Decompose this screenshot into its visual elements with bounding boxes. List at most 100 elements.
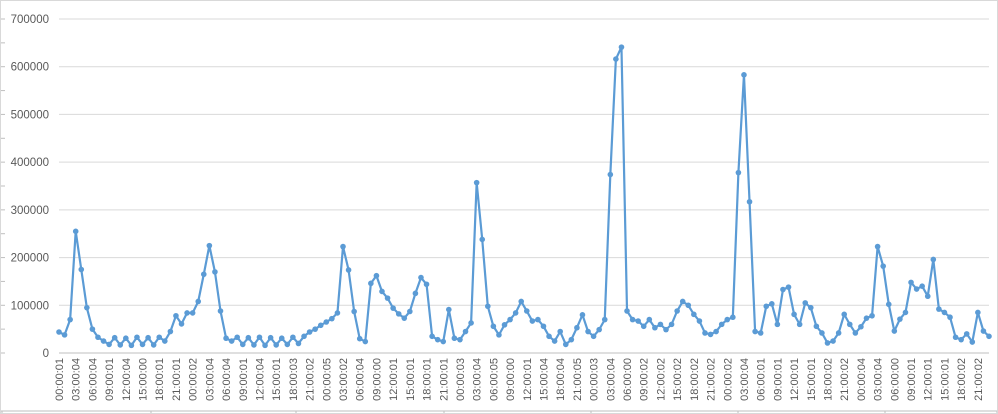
data-point-marker	[306, 329, 313, 335]
x-axis-tick-label: 12:00:04	[254, 358, 266, 401]
data-point-marker	[473, 179, 480, 186]
x-axis-tick-label: 00:00:01	[54, 358, 66, 401]
data-point-marker	[579, 312, 586, 318]
data-point-marker	[830, 338, 836, 344]
data-point-marker	[251, 342, 257, 348]
data-point-marker	[212, 269, 218, 275]
x-axis-tick-label: 00:00:02	[722, 358, 734, 401]
x-axis-tick-label: 18:00:02	[956, 358, 968, 401]
x-axis-tick-label: 18:00:02	[689, 358, 701, 401]
data-point-marker	[78, 266, 85, 273]
data-point-marker	[752, 328, 758, 335]
x-axis-tick-label: 00:00:04	[856, 358, 868, 401]
data-point-marker	[434, 336, 441, 343]
data-point-marker	[418, 274, 424, 281]
x-axis-tick-label: 06:00:04	[355, 358, 367, 401]
data-point-marker	[601, 316, 608, 323]
data-point-marker	[440, 338, 447, 345]
x-axis-tick-label: 00:00:05	[321, 358, 333, 401]
data-point-marker	[802, 300, 809, 306]
data-point-marker	[395, 311, 402, 317]
data-point-marker	[546, 333, 552, 340]
data-point-marker	[874, 243, 881, 250]
data-point-marker	[412, 290, 419, 297]
data-point-marker	[423, 281, 430, 288]
data-point-marker	[523, 308, 530, 314]
data-point-marker	[278, 335, 285, 342]
data-point-marker	[145, 334, 151, 341]
x-axis-tick-label: 12:00:01	[923, 358, 935, 401]
data-point-marker	[334, 310, 341, 316]
data-point-marker	[835, 330, 842, 336]
data-point-marker	[880, 263, 886, 269]
x-axis-tick-label: 21:00:01	[438, 358, 450, 401]
x-axis-tick-label: 15:00:00	[138, 358, 150, 401]
data-point-marker	[908, 279, 914, 286]
data-point-marker	[67, 316, 73, 323]
data-point-marker	[941, 309, 948, 316]
data-point-marker	[228, 338, 235, 344]
x-axis-tick-label: 12:00:01	[522, 358, 534, 401]
data-point-marker	[490, 323, 497, 330]
data-point-marker	[963, 331, 970, 337]
data-point-marker	[780, 286, 786, 293]
data-point-marker	[724, 316, 731, 323]
x-axis-tick-label: 03:00:04	[472, 358, 484, 401]
x-axis-tick-label: 18:00:04	[555, 358, 567, 401]
x-axis-tick-label: 09:00:01	[104, 358, 116, 401]
data-point-marker	[312, 326, 318, 332]
data-point-marker	[239, 341, 246, 348]
x-axis-tick-label: 03:00:04	[739, 358, 751, 401]
data-point-marker	[624, 308, 630, 314]
y-axis-tick-label: 100000	[11, 300, 49, 312]
x-axis-tick-label: 18:00:01	[422, 358, 434, 401]
data-point-marker	[295, 340, 302, 347]
x-axis-tick-label: 00:00:02	[188, 358, 200, 401]
data-point-marker	[769, 301, 775, 307]
data-point-marker	[852, 330, 859, 336]
data-point-marker	[652, 324, 658, 331]
x-axis-tick-label: 15:00:02	[672, 358, 684, 401]
x-axis-tick-label: 15:00:04	[538, 358, 550, 401]
data-point-marker	[61, 332, 68, 338]
data-point-marker	[897, 316, 903, 322]
data-point-marker	[72, 228, 79, 235]
x-axis-tick-label: 12:00:04	[121, 358, 133, 401]
data-point-marker	[368, 280, 374, 287]
x-axis-tick-label: 03:00:04	[204, 358, 216, 401]
data-point-marker	[384, 295, 391, 301]
x-axis-tick-label: 06:00:00	[622, 358, 634, 401]
data-point-marker	[713, 328, 719, 335]
data-point-marker	[195, 298, 202, 305]
data-point-marker	[123, 335, 129, 342]
x-axis-tick-label: 12:00:01	[789, 358, 801, 401]
data-point-marker	[590, 333, 597, 340]
data-point-marker	[468, 320, 474, 326]
data-point-marker	[356, 335, 363, 342]
data-point-marker	[206, 242, 213, 249]
data-point-marker	[200, 271, 207, 278]
data-point-marker	[574, 324, 580, 331]
x-axis-tick-label: 00:00:03	[589, 358, 601, 401]
data-point-marker	[501, 322, 508, 328]
data-point-marker	[691, 311, 697, 318]
data-point-marker	[184, 310, 190, 316]
data-point-marker	[952, 334, 959, 341]
y-axis-tick-label: 0	[43, 348, 49, 360]
data-point-marker	[791, 311, 797, 318]
data-point-marker	[885, 301, 892, 308]
data-point-marker	[863, 315, 870, 321]
data-point-marker	[223, 335, 229, 342]
data-point-marker	[340, 243, 346, 250]
data-point-marker	[902, 309, 909, 316]
data-point-marker	[401, 315, 408, 321]
data-point-marker	[613, 56, 619, 62]
y-axis-tick-label: 500000	[11, 109, 49, 121]
data-point-marker	[451, 335, 458, 342]
data-point-marker	[100, 338, 107, 344]
data-point-marker	[290, 334, 296, 341]
x-axis-tick-label: 12:00:02	[655, 358, 667, 401]
data-point-marker	[551, 338, 558, 344]
y-axis-tick-label: 300000	[11, 205, 49, 217]
